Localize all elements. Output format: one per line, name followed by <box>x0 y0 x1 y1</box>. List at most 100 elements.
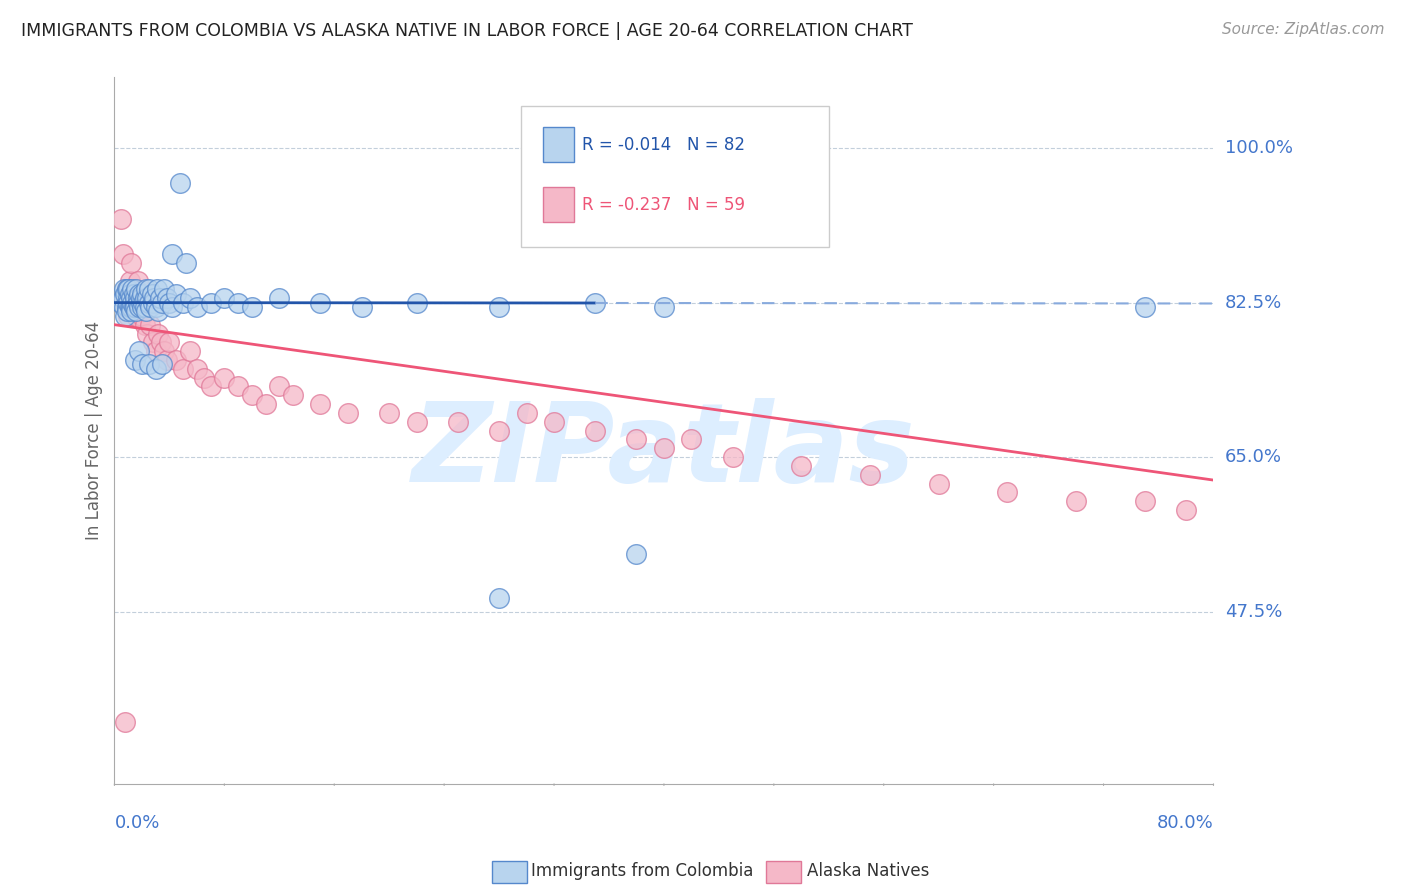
Point <box>1064 494 1087 508</box>
Point <box>134 291 156 305</box>
Text: 0.0%: 0.0% <box>114 814 160 832</box>
Point <box>583 295 606 310</box>
Point <box>150 335 173 350</box>
Point <box>143 291 166 305</box>
Point <box>160 300 183 314</box>
Point <box>125 309 148 323</box>
Point <box>146 282 169 296</box>
Point <box>121 282 143 296</box>
Point <box>156 291 179 305</box>
Point <box>174 256 197 270</box>
Point <box>124 282 146 296</box>
Point <box>135 282 157 296</box>
Point <box>135 304 157 318</box>
Point <box>928 476 950 491</box>
Point <box>128 291 150 305</box>
Point <box>115 300 138 314</box>
Point <box>120 304 142 318</box>
Point <box>488 424 510 438</box>
Point <box>148 304 170 318</box>
Text: 100.0%: 100.0% <box>1225 139 1292 157</box>
Point <box>172 295 194 310</box>
Point <box>129 295 152 310</box>
Point <box>405 295 427 310</box>
Point <box>132 295 155 310</box>
Point <box>127 295 149 310</box>
Point <box>111 247 134 261</box>
Point <box>1133 494 1156 508</box>
Point <box>117 291 139 305</box>
Point <box>117 295 139 310</box>
Point <box>128 286 150 301</box>
Text: 65.0%: 65.0% <box>1225 448 1282 467</box>
Point <box>111 291 134 305</box>
Point <box>125 282 148 296</box>
Point <box>153 282 176 296</box>
Point <box>110 211 132 226</box>
FancyBboxPatch shape <box>522 105 828 247</box>
Point <box>138 358 160 372</box>
Point <box>124 353 146 368</box>
Point <box>350 300 373 314</box>
Point <box>721 450 744 464</box>
Point <box>160 247 183 261</box>
Point <box>112 291 135 305</box>
Point <box>165 353 187 368</box>
Point <box>165 286 187 301</box>
Point <box>995 485 1018 500</box>
Point <box>112 282 135 296</box>
Point <box>120 300 142 314</box>
Point <box>378 406 401 420</box>
Text: ZIPatlas: ZIPatlas <box>412 399 915 506</box>
Point <box>681 433 703 447</box>
Point <box>114 309 136 323</box>
Point <box>269 291 291 305</box>
Point <box>124 291 146 305</box>
Point <box>118 300 141 314</box>
Point <box>1133 300 1156 314</box>
Point <box>138 282 160 296</box>
Point <box>141 286 163 301</box>
Point <box>128 300 150 314</box>
Point <box>114 714 136 729</box>
Point <box>118 286 141 301</box>
Point <box>516 406 538 420</box>
Point <box>179 291 201 305</box>
Point <box>145 361 167 376</box>
Point <box>127 291 149 305</box>
Point <box>269 379 291 393</box>
Point <box>153 344 176 359</box>
Point <box>240 300 263 314</box>
Point <box>226 379 249 393</box>
Point <box>124 300 146 314</box>
Point <box>193 370 215 384</box>
Point <box>583 424 606 438</box>
Point <box>121 295 143 310</box>
Point <box>145 344 167 359</box>
Point <box>336 406 359 420</box>
Point <box>240 388 263 402</box>
Text: R = -0.014   N = 82: R = -0.014 N = 82 <box>582 136 745 153</box>
Point <box>169 177 191 191</box>
Point <box>447 415 470 429</box>
Point <box>179 344 201 359</box>
Point <box>131 358 153 372</box>
Point <box>172 361 194 376</box>
Point <box>186 300 208 314</box>
Point <box>121 291 143 305</box>
Point <box>115 304 138 318</box>
Point <box>131 286 153 301</box>
Point <box>120 291 142 305</box>
Point <box>157 335 180 350</box>
Point <box>112 300 135 314</box>
Point <box>122 300 145 314</box>
Point <box>543 415 565 429</box>
Point <box>488 300 510 314</box>
Point <box>309 295 332 310</box>
Point <box>142 335 165 350</box>
Point <box>226 295 249 310</box>
Point <box>149 291 172 305</box>
FancyBboxPatch shape <box>543 187 574 222</box>
Point <box>128 344 150 359</box>
Point <box>110 295 132 310</box>
